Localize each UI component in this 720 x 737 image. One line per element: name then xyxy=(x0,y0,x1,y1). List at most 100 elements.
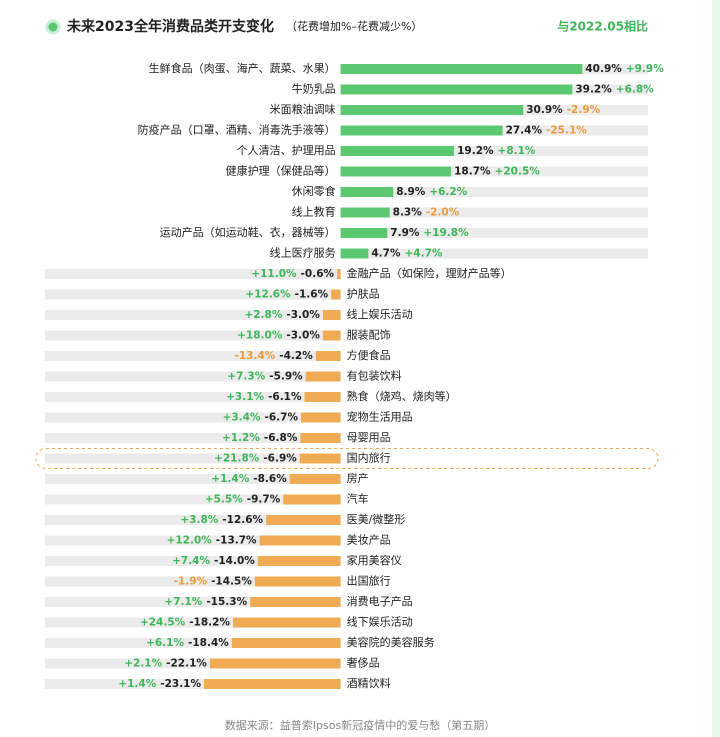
value-label: -22.1% xyxy=(166,658,207,670)
category-label: 国内旅行 xyxy=(347,451,391,465)
value-label: 27.4% xyxy=(506,125,543,137)
category-label: 有包装饮料 xyxy=(347,369,402,383)
bar-track xyxy=(45,474,341,484)
category-label: 金融产品（如保险，理财产品等） xyxy=(347,266,512,280)
category-label: 米面粮油调味 xyxy=(270,102,336,116)
bar-track xyxy=(340,207,648,218)
change-label: +20.5% xyxy=(495,166,541,178)
bar xyxy=(322,330,341,341)
value-label: 8.3% xyxy=(393,207,423,219)
value-label: -3.0% xyxy=(286,330,320,342)
bar xyxy=(254,576,341,587)
category-label: 牛奶乳品 xyxy=(292,82,336,96)
bar xyxy=(209,658,341,669)
bar xyxy=(340,248,369,259)
bar-track xyxy=(45,453,341,464)
value-label: -14.0% xyxy=(214,555,255,567)
change-label: +19.8% xyxy=(423,227,469,239)
bar-track xyxy=(45,433,341,443)
bar-track xyxy=(45,658,341,669)
value-label: 7.9% xyxy=(390,227,420,239)
bar-track xyxy=(45,289,341,300)
change-label: +18.0% xyxy=(237,330,283,342)
category-label: 线上娱乐活动 xyxy=(347,307,413,321)
change-label: -2.0% xyxy=(426,207,460,219)
category-label: 宠物生活用品 xyxy=(347,410,413,424)
bar xyxy=(340,125,503,136)
bar xyxy=(340,207,390,218)
bar xyxy=(315,351,341,361)
change-label: +4.7% xyxy=(404,248,442,260)
change-label: -2.9% xyxy=(567,104,601,116)
chart-subtitle: （花费增加%–花费减少%） xyxy=(286,19,422,33)
bar-track xyxy=(45,392,341,402)
bar xyxy=(304,392,341,402)
change-label: +8.1% xyxy=(498,145,536,157)
value-label: -6.8% xyxy=(264,432,298,444)
change-label: +12.0% xyxy=(167,535,213,547)
change-label: +7.1% xyxy=(164,596,202,608)
bar-track xyxy=(45,371,341,382)
value-label: -15.3% xyxy=(206,596,247,608)
change-label: +7.4% xyxy=(172,555,210,567)
bar xyxy=(340,187,394,197)
change-label: +3.1% xyxy=(226,391,264,403)
value-label: -4.2% xyxy=(279,350,313,362)
bar-track xyxy=(45,269,341,279)
change-label: +1.4% xyxy=(211,473,249,485)
category-label: 护肤品 xyxy=(347,287,380,301)
category-label: 奢侈品 xyxy=(347,656,380,670)
bar-track xyxy=(340,146,648,156)
bar-track xyxy=(45,494,341,505)
value-label: -1.6% xyxy=(295,289,329,301)
bar-track xyxy=(45,412,341,423)
value-label: 19.2% xyxy=(457,145,494,157)
category-label: 线上教育 xyxy=(292,205,336,219)
category-label: 消费电子产品 xyxy=(347,594,413,608)
bar-track xyxy=(340,228,648,238)
change-label: +6.8% xyxy=(616,84,654,96)
change-label: +3.8% xyxy=(180,514,218,526)
value-label: -18.4% xyxy=(188,637,229,649)
bar-track xyxy=(45,617,341,628)
category-label: 美妆产品 xyxy=(347,533,391,547)
category-label: 方便食品 xyxy=(347,348,391,362)
change-label: +11.0% xyxy=(251,268,297,280)
category-label: 房产 xyxy=(347,471,369,485)
change-label: +1.4% xyxy=(118,678,156,690)
bar xyxy=(289,474,341,484)
change-label: +6.2% xyxy=(429,186,467,198)
bar-track xyxy=(340,166,648,177)
category-label: 医美/微整形 xyxy=(347,512,406,526)
title-dot xyxy=(45,19,61,35)
change-header: 与2022.05相比 xyxy=(557,19,648,34)
change-label: +3.4% xyxy=(223,412,261,424)
change-label: +1.2% xyxy=(222,432,260,444)
bar-track xyxy=(45,535,341,546)
change-label: -25.1% xyxy=(546,125,587,137)
bar xyxy=(299,453,341,464)
value-label: 39.2% xyxy=(575,84,612,96)
bar-track xyxy=(45,310,341,320)
value-label: -5.9% xyxy=(269,371,303,383)
bar xyxy=(337,269,341,279)
bar xyxy=(257,556,341,566)
bar-track xyxy=(45,597,341,607)
category-label: 生鲜食品（肉蛋、海产、蔬菜、水果） xyxy=(149,61,336,75)
change-label: -13.4% xyxy=(234,350,275,362)
value-label: -6.1% xyxy=(268,391,302,403)
category-label: 汽车 xyxy=(347,492,369,506)
bar xyxy=(300,433,341,443)
change-label: +2.1% xyxy=(124,658,162,670)
value-label: -14.5% xyxy=(211,576,252,588)
value-label: 4.7% xyxy=(371,248,401,260)
category-label: 酒精饮料 xyxy=(347,676,391,690)
value-label: 8.9% xyxy=(396,186,426,198)
bar-track xyxy=(45,638,341,648)
category-label: 美容院的美容服务 xyxy=(347,635,435,649)
category-label: 出国旅行 xyxy=(347,574,391,588)
category-label: 线上医疗服务 xyxy=(270,246,336,260)
change-label: +24.5% xyxy=(140,617,186,629)
value-label: -23.1% xyxy=(160,678,201,690)
value-label: -9.7% xyxy=(247,494,281,506)
